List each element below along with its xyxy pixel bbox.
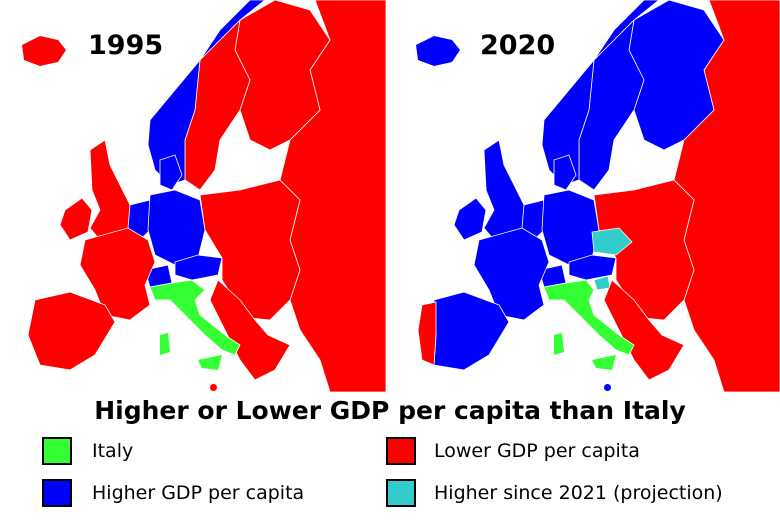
malta-marker [604,384,611,391]
region-ireland [59,197,93,241]
region-austria [568,254,617,281]
region-iceland [22,36,66,66]
legend-item-projection: Higher since 2021 (projection) [386,479,723,507]
year-label-1995: 1995 [88,30,164,61]
region-germany [147,189,206,266]
region-iceland [416,36,460,66]
malta-marker [210,384,217,391]
region-balkans [603,279,685,381]
region-sicily [198,355,222,370]
legend-swatch-lower [386,437,416,465]
legend-item-italy: Italy [42,437,133,465]
region-denmark [553,154,577,191]
main-title: Higher or Lower GDP per capita than Ital… [94,396,686,425]
region-portugal [417,301,437,366]
legend-item-higher: Higher GDP per capita [42,479,304,507]
region-czechia [591,227,633,256]
map-2020: 2020 [394,0,780,392]
legend-swatch-projection [386,479,416,507]
region-italy [543,279,635,356]
europe-map-1995 [22,0,386,392]
legend-label-lower: Lower GDP per capita [434,440,640,462]
region-east-europe [593,179,695,321]
legend-label-projection: Higher since 2021 (projection) [434,482,723,504]
region-sardinia [160,333,170,355]
region-balkans [209,279,291,381]
legend-item-lower: Lower GDP per capita [386,437,640,465]
map-1995: 1995 [0,0,386,392]
europe-map-2020 [416,0,780,392]
region-austria [174,254,223,281]
region-ireland [453,197,487,241]
year-label-2020: 2020 [480,30,556,61]
region-denmark [159,154,183,191]
legend-swatch-higher [42,479,72,507]
legend-label-italy: Italy [92,440,134,462]
region-italy [149,279,241,356]
region-france [473,227,550,321]
region-france [79,227,156,321]
legend-label-higher: Higher GDP per capita [92,482,305,504]
region-east-europe [199,179,301,321]
region-iberia [27,291,116,371]
legend-swatch-italy [42,437,72,465]
region-sardinia [554,333,564,355]
region-germany [541,189,600,266]
region-sicily [592,355,616,370]
